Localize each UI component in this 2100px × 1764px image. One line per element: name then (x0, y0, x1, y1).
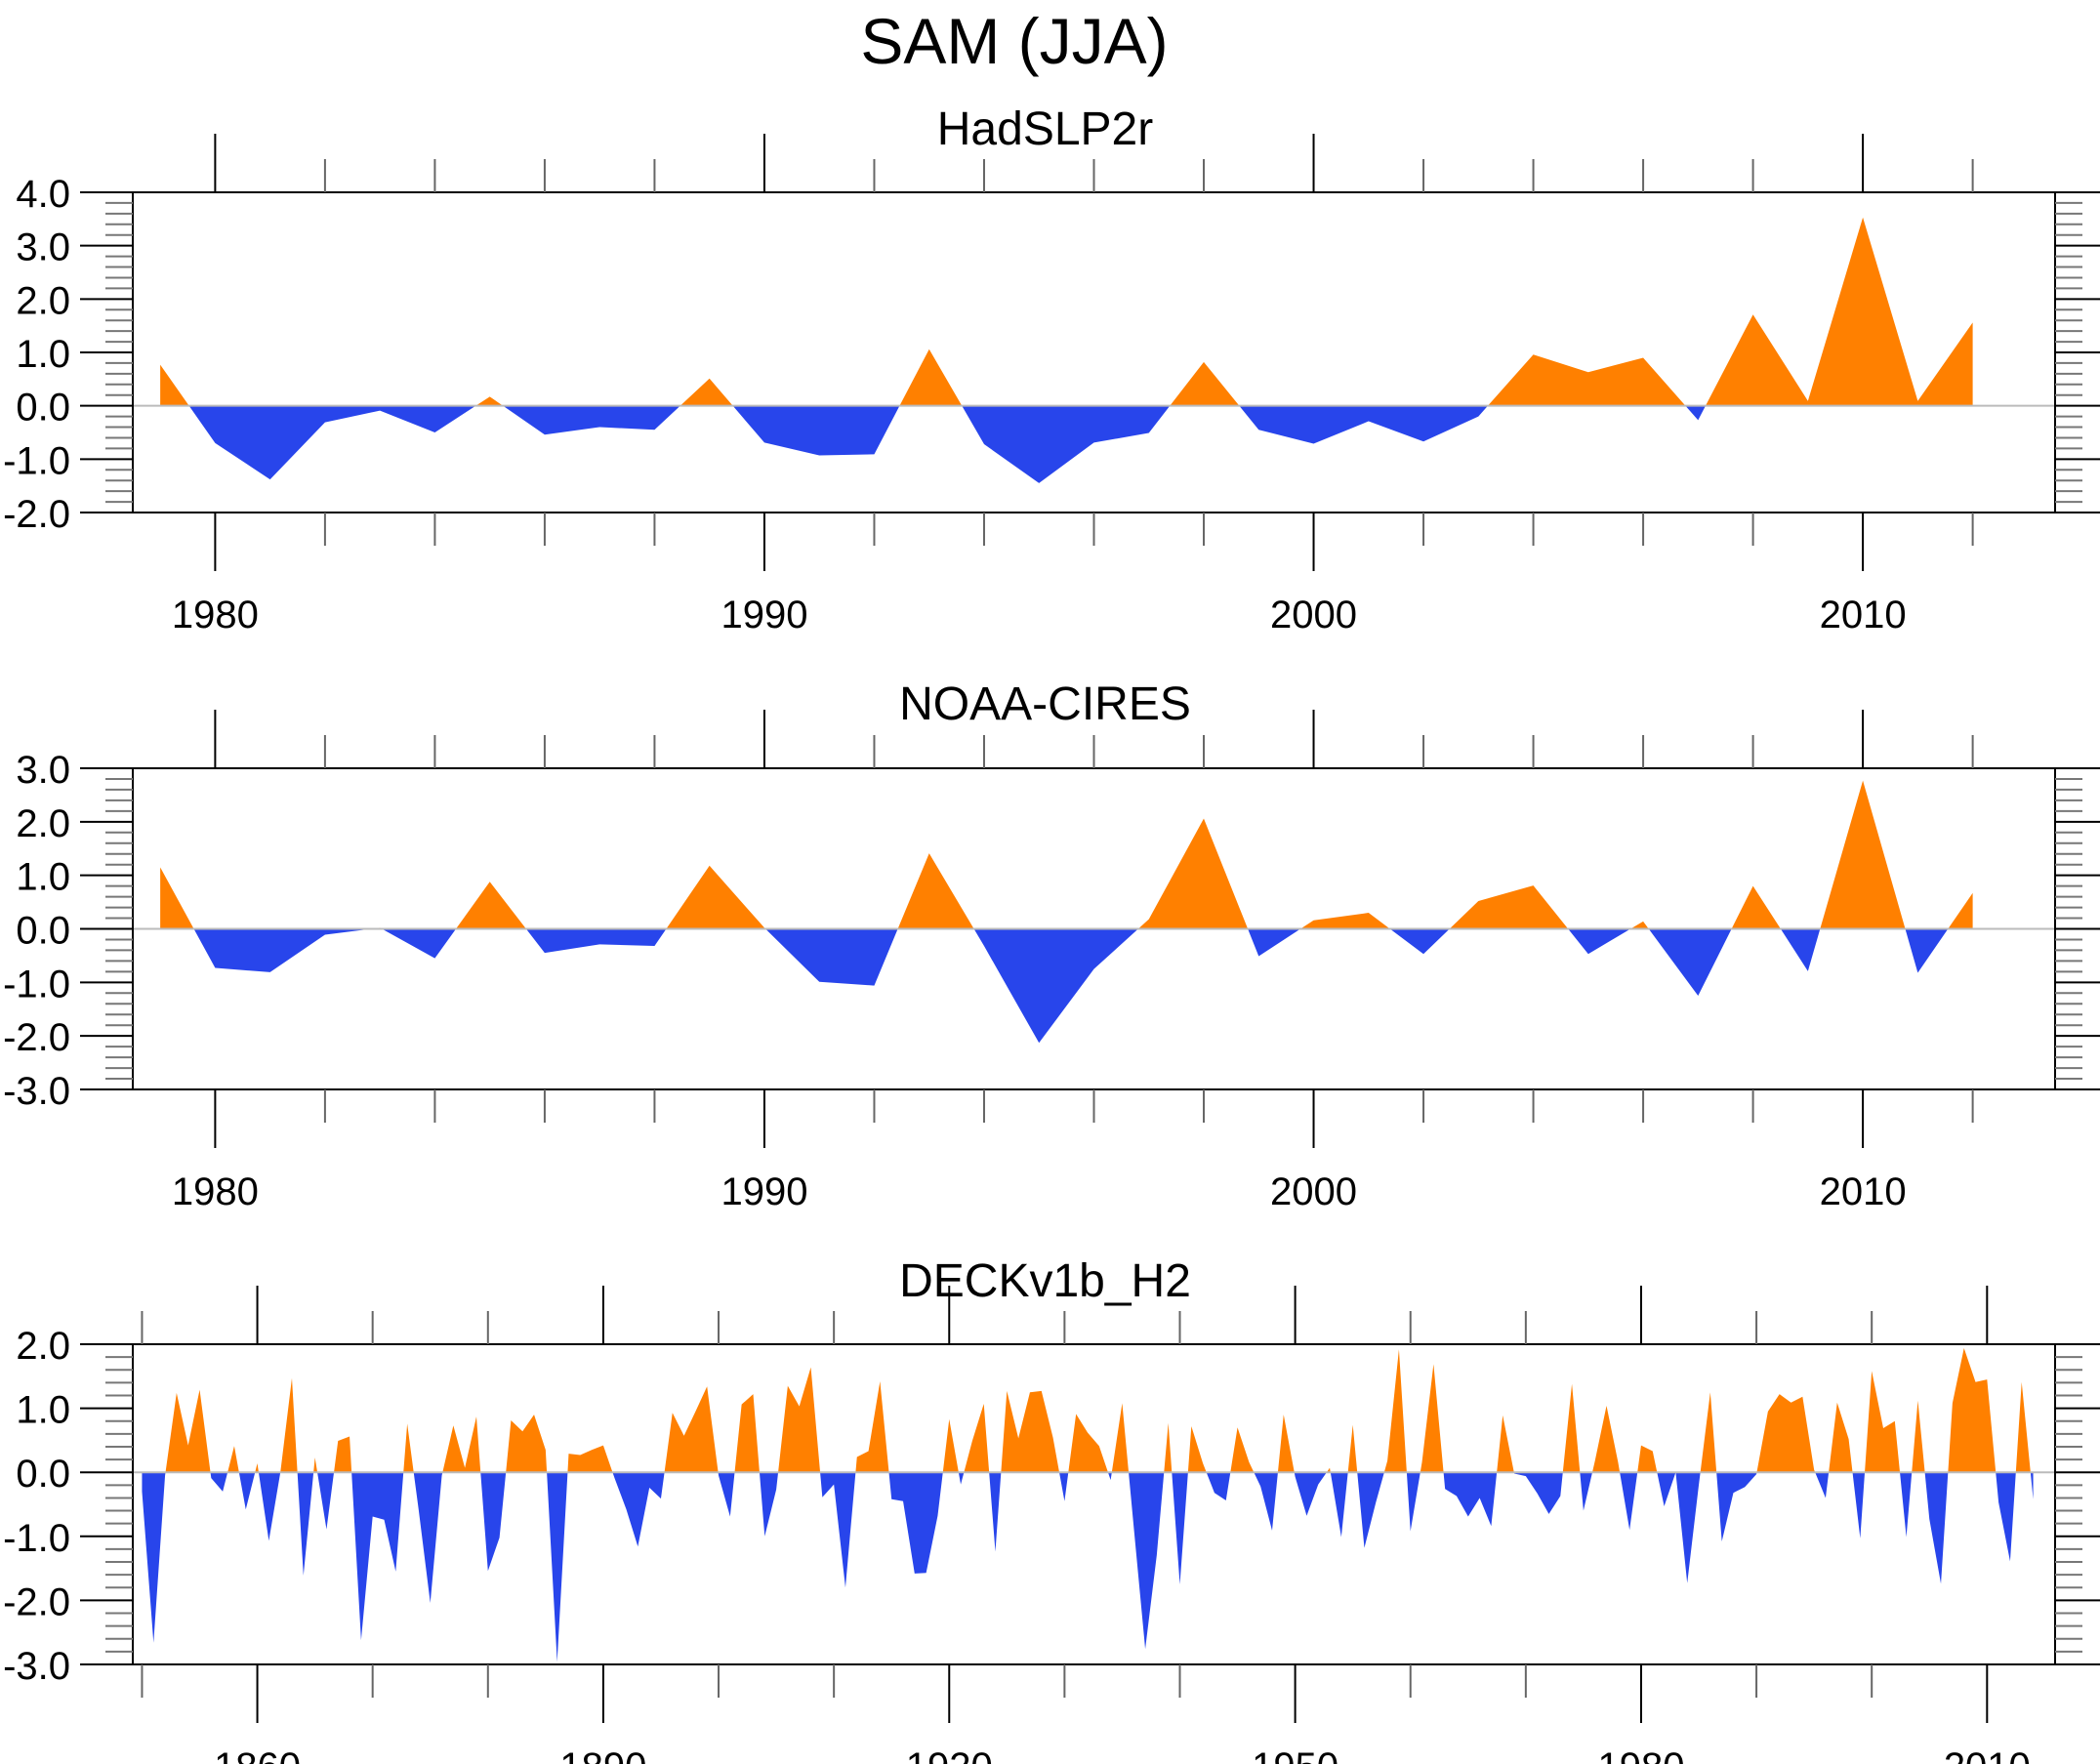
panel-subtitle: DECKv1b_H2 (899, 1255, 1191, 1307)
y-tick-label: 1.0 (16, 333, 70, 376)
y-tick-label: 1.0 (16, 856, 70, 899)
x-tick-label: 1980 (172, 594, 259, 636)
positive-area (142, 1347, 2034, 1473)
y-tick-label: 0.0 (16, 1453, 70, 1496)
x-tick-label: 1860 (214, 1745, 301, 1764)
y-tick-label: 0.0 (16, 910, 70, 953)
y-tick-label: 3.0 (16, 226, 70, 269)
y-tick-label: 2.0 (16, 1325, 70, 1368)
figure-title: SAM (JJA) (860, 5, 1169, 77)
y-tick-label: -2.0 (3, 1016, 70, 1059)
negative-area (142, 1472, 2034, 1662)
y-tick-label: 4.0 (16, 173, 70, 216)
y-tick-label: 2.0 (16, 279, 70, 322)
y-tick-label: -1.0 (3, 963, 70, 1005)
x-tick-label: 2000 (1270, 1170, 1357, 1213)
negative-area (160, 928, 1973, 1044)
y-tick-label: -1.0 (3, 1517, 70, 1560)
y-tick-label: -2.0 (3, 493, 70, 536)
x-tick-label: 1950 (1252, 1745, 1338, 1764)
x-tick-label: 2010 (1944, 1745, 2031, 1764)
y-tick-label: 2.0 (16, 802, 70, 845)
y-tick-label: 0.0 (16, 387, 70, 430)
panel-2: DECKv1b_H2 -3.0 -2.0 -1.0 0.0 1.0 2.0 1860 1890 1… (3, 1255, 2100, 1764)
x-tick-label: 2010 (1820, 1170, 1907, 1213)
panel-0: HadSLP2r -2.0 -1.0 0.0 1.0 2.0 3.0 4.0 1980 1990 2… (3, 103, 2100, 636)
x-tick-label: 1990 (721, 1170, 807, 1213)
x-tick-label: 1890 (559, 1745, 646, 1764)
y-tick-label: 3.0 (16, 749, 70, 792)
panel-subtitle: HadSLP2r (937, 103, 1153, 155)
y-tick-label: -2.0 (3, 1580, 70, 1623)
x-tick-label: 1980 (172, 1170, 259, 1213)
panel-subtitle: NOAA-CIRES (899, 678, 1191, 730)
y-tick-label: -3.0 (3, 1070, 70, 1113)
plot-frame (132, 1343, 2056, 1665)
y-tick-label: 1.0 (16, 1389, 70, 1432)
x-tick-label: 2000 (1270, 594, 1357, 636)
positive-area (160, 217, 1973, 406)
y-tick-label: -1.0 (3, 439, 70, 482)
negative-area (160, 405, 1973, 483)
x-tick-label: 1920 (906, 1745, 993, 1764)
y-tick-label: -3.0 (3, 1645, 70, 1688)
panel-1: NOAA-CIRES -3.0 -2.0 -1.0 0.0 1.0 2.0 3.0 1980 19… (3, 678, 2100, 1213)
x-tick-label: 1980 (1597, 1745, 1684, 1764)
x-tick-label: 2010 (1820, 594, 1907, 636)
x-tick-label: 1990 (721, 594, 807, 636)
positive-area (160, 780, 1973, 929)
